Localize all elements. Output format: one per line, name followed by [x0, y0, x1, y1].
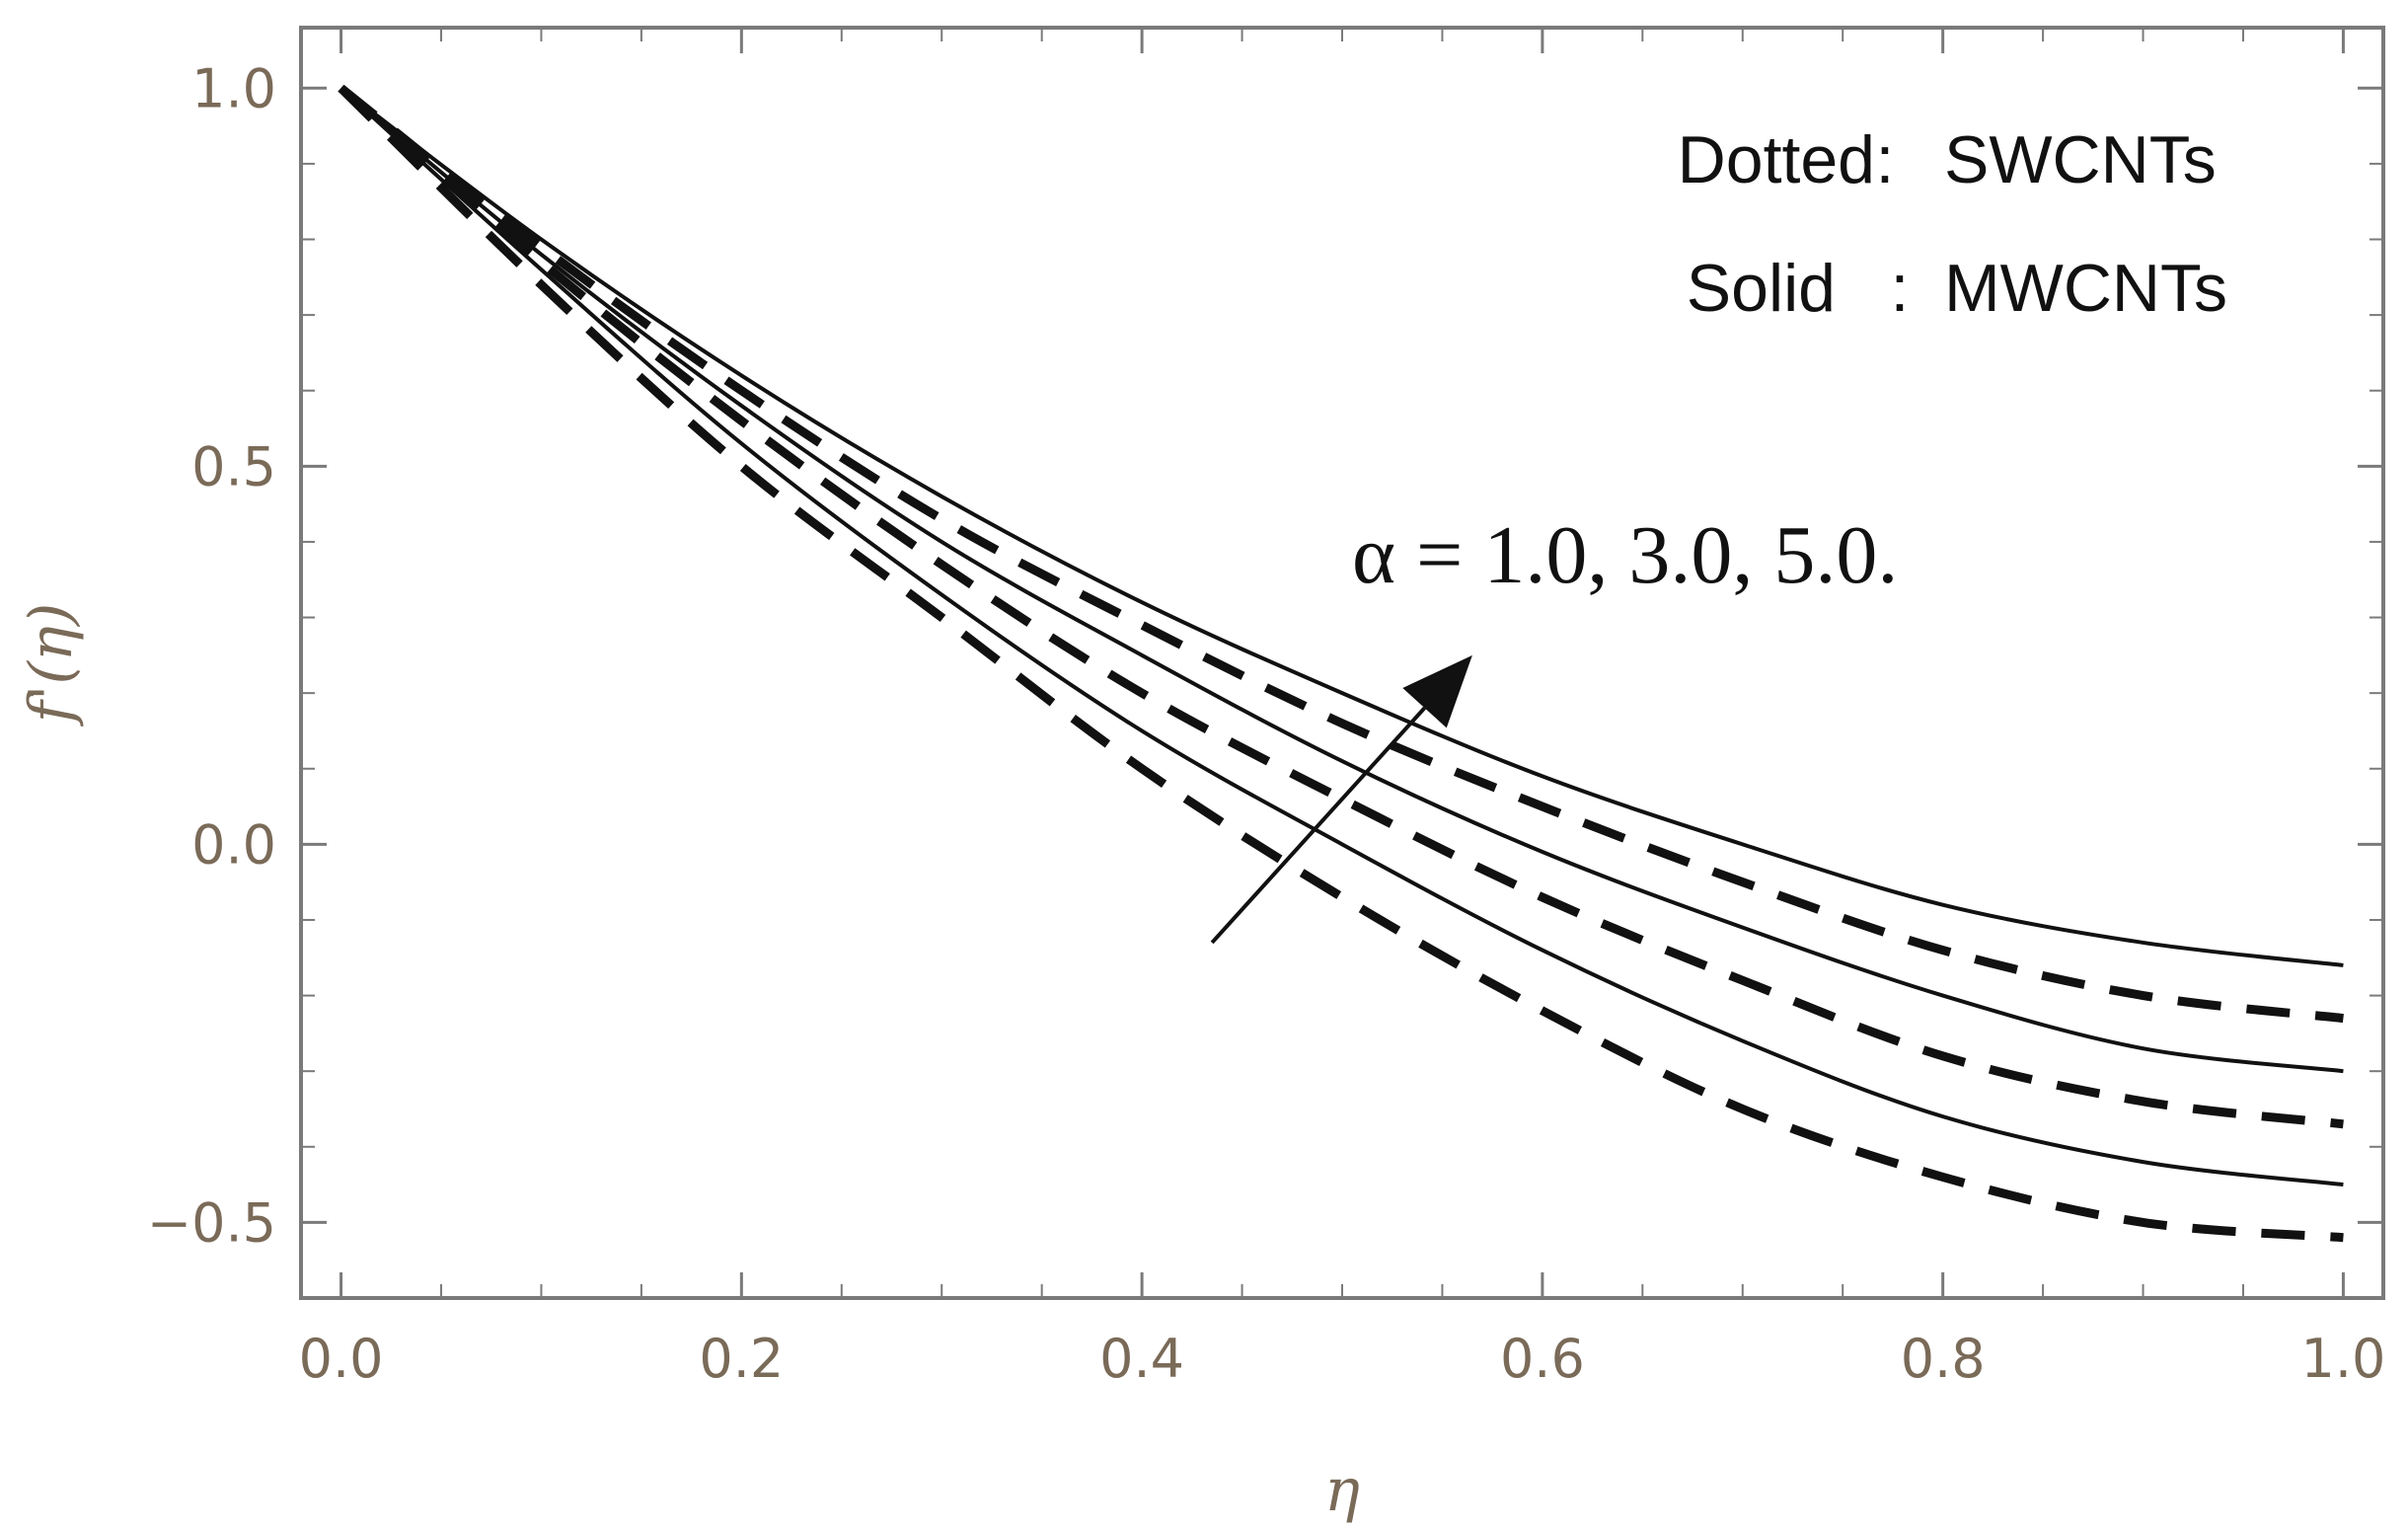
swcnt-series-line-0: [338, 85, 2344, 1243]
legend-key-dotted: Dotted: [1678, 122, 1875, 197]
x-tick-label: 1.0: [2300, 1328, 2385, 1390]
y-tick-label: 0.5: [191, 435, 276, 497]
legend: Dotted : SWCNTs Solid : MWCNTs: [1678, 122, 2227, 326]
legend-separator: :: [1876, 122, 1895, 197]
axis-ticks: 0.0 0.2 0.4 0.6 0.8 1.0 −0.5 0.0 0.5 1.0: [147, 28, 2385, 1390]
x-tick-label: 0.4: [1099, 1328, 1184, 1390]
legend-separator: :: [1891, 251, 1910, 326]
mwcnt-series-line-5: [339, 86, 2344, 967]
mwcnt-series-line-1: [339, 86, 2344, 1187]
x-tick-label: 0.6: [1500, 1328, 1585, 1390]
y-tick-label: 1.0: [191, 57, 276, 119]
alpha-annotation: α = 1.0, 3.0, 5.0.: [1352, 509, 1898, 601]
y-axis-label: f'(η): [17, 603, 86, 727]
x-tick-label: 0.2: [699, 1328, 784, 1390]
swcnt-series-line-4: [338, 84, 2344, 1024]
x-axis-label: η: [1324, 1456, 1360, 1525]
y-tick-label: 0.0: [191, 813, 276, 876]
legend-label-mwcnts: MWCNTs: [1944, 251, 2227, 326]
annotation-arrow: [1210, 654, 1472, 945]
x-tick-label: 0.8: [1901, 1328, 1986, 1390]
x-tick-label: 0.0: [299, 1328, 384, 1390]
legend-key-solid: Solid: [1687, 251, 1836, 326]
series-group: [338, 84, 2344, 1243]
annotation-arrow-shaft: [1210, 706, 1427, 945]
annotation-arrow-head: [1402, 654, 1472, 728]
mwcnt-series-line-3: [339, 86, 2344, 1074]
legend-label-swcnts: SWCNTs: [1944, 122, 2217, 197]
swcnt-series-line-2: [338, 84, 2344, 1129]
y-tick-label: −0.5: [147, 1191, 276, 1254]
